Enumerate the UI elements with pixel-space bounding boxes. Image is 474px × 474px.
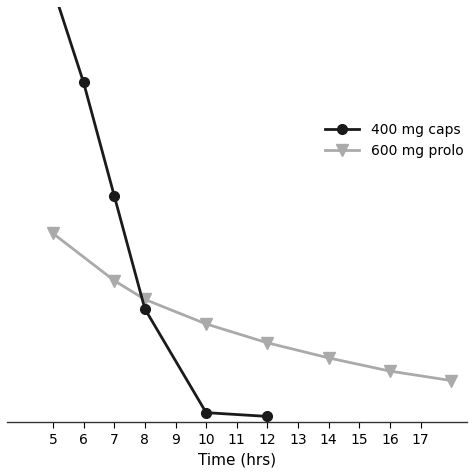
X-axis label: Time (hrs): Time (hrs)	[198, 452, 276, 467]
Legend: 400 mg caps, 600 mg prolo: 400 mg caps, 600 mg prolo	[319, 118, 469, 164]
